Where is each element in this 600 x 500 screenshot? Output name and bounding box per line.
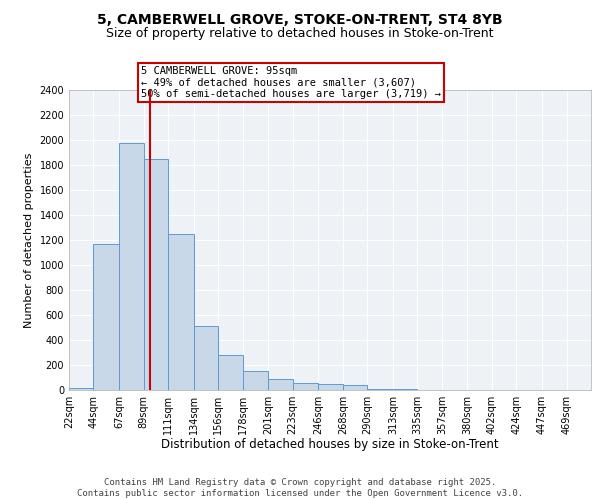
Bar: [268, 379, 293, 390]
Bar: [194, 326, 218, 390]
Bar: [242, 370, 268, 390]
Bar: [319, 384, 343, 390]
Bar: [168, 234, 194, 390]
Text: Size of property relative to detached houses in Stoke-on-Trent: Size of property relative to detached ho…: [106, 28, 494, 40]
Bar: [293, 383, 319, 390]
Bar: [218, 355, 242, 390]
Text: 5 CAMBERWELL GROVE: 95sqm
← 49% of detached houses are smaller (3,607)
50% of se: 5 CAMBERWELL GROVE: 95sqm ← 49% of detac…: [142, 66, 442, 99]
Bar: [143, 159, 168, 390]
Bar: [119, 142, 143, 390]
Bar: [69, 388, 94, 390]
Y-axis label: Number of detached properties: Number of detached properties: [24, 152, 34, 328]
Text: 5, CAMBERWELL GROVE, STOKE-ON-TRENT, ST4 8YB: 5, CAMBERWELL GROVE, STOKE-ON-TRENT, ST4…: [97, 12, 503, 26]
Bar: [343, 385, 367, 390]
Bar: [367, 388, 393, 390]
Text: Contains HM Land Registry data © Crown copyright and database right 2025.
Contai: Contains HM Land Registry data © Crown c…: [77, 478, 523, 498]
Bar: [94, 244, 119, 390]
X-axis label: Distribution of detached houses by size in Stoke-on-Trent: Distribution of detached houses by size …: [161, 438, 499, 452]
